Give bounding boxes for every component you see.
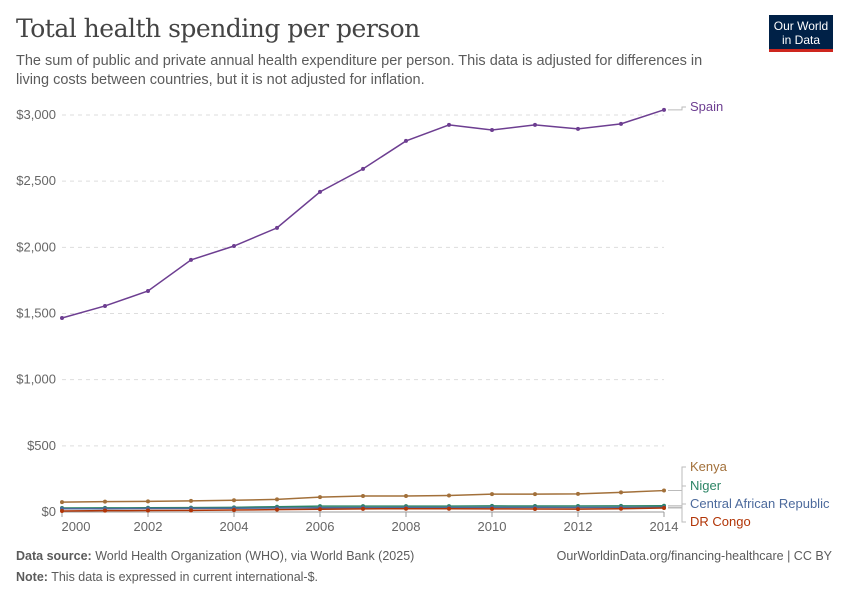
data-point <box>146 508 150 513</box>
data-point <box>619 506 623 511</box>
series-line-spain <box>61 109 665 319</box>
x-tick-label: 2012 <box>564 519 593 534</box>
chart-subtitle: The sum of public and private annual hea… <box>16 53 703 88</box>
data-point <box>490 492 494 497</box>
x-tick-label: 2002 <box>134 519 163 534</box>
data-source: Data source: World Health Organization (… <box>16 549 415 563</box>
series-label: Kenya <box>690 459 728 474</box>
series-label: Central African Republic <box>690 496 830 511</box>
data-point <box>275 507 279 512</box>
data-point <box>576 126 580 131</box>
data-point <box>619 121 623 126</box>
data-point <box>662 488 666 493</box>
data-point <box>318 189 322 194</box>
data-point <box>189 498 193 503</box>
data-point <box>189 257 193 262</box>
data-point <box>103 303 107 308</box>
data-point <box>60 508 64 513</box>
label-connector <box>668 507 686 523</box>
data-point <box>318 495 322 500</box>
series-label: Spain <box>690 99 723 114</box>
data-point <box>361 506 365 511</box>
y-tick-label: $1,500 <box>16 306 56 321</box>
x-tick-label: 2014 <box>650 519 679 534</box>
data-point <box>490 506 494 511</box>
label-connector <box>668 466 686 492</box>
data-point <box>60 315 64 320</box>
data-point <box>232 508 236 513</box>
x-tick-label: 2000 <box>62 519 91 534</box>
data-point <box>232 244 236 249</box>
y-tick-label: $0 <box>42 504 56 519</box>
x-tick-label: 2006 <box>306 519 335 534</box>
data-point <box>232 498 236 503</box>
data-point <box>146 289 150 294</box>
note: Note: This data is expressed in current … <box>16 570 319 584</box>
data-point <box>103 499 107 504</box>
data-point <box>404 506 408 511</box>
data-point <box>275 497 279 502</box>
data-point <box>146 499 150 504</box>
data-point <box>404 493 408 498</box>
y-tick-label: $1,000 <box>16 372 56 387</box>
series-label: Niger <box>690 478 722 493</box>
data-point <box>490 127 494 132</box>
data-point <box>189 508 193 513</box>
label-connector <box>668 485 686 507</box>
data-point <box>619 490 623 495</box>
source-link[interactable]: OurWorldinData.org/financing-healthcare … <box>556 549 832 563</box>
data-point <box>533 122 537 127</box>
data-point <box>447 122 451 127</box>
data-point <box>533 506 537 511</box>
data-point <box>447 493 451 498</box>
x-tick-label: 2010 <box>478 519 507 534</box>
label-connector <box>668 106 686 111</box>
data-point <box>361 493 365 498</box>
data-point <box>576 491 580 496</box>
data-point <box>576 507 580 512</box>
data-point <box>275 225 279 230</box>
label-connector <box>668 503 686 508</box>
x-tick-label: 2008 <box>392 519 421 534</box>
y-tick-label: $3,000 <box>16 107 56 122</box>
x-tick-label: 2004 <box>220 519 249 534</box>
data-point <box>533 492 537 497</box>
chart-title: Total health spending per person <box>16 14 420 43</box>
data-point <box>103 508 107 513</box>
y-tick-label: $2,500 <box>16 173 56 188</box>
data-point <box>662 107 666 112</box>
data-point <box>318 507 322 512</box>
owid-logo[interactable]: Our World in Data <box>769 15 833 52</box>
data-point <box>662 506 666 511</box>
line-chart: $0 $500 $1,000 $1,500 $2,000 $2,500 $3,000 2000… <box>16 99 830 534</box>
y-tick-label: $500 <box>27 438 56 453</box>
data-point <box>447 506 451 511</box>
data-point <box>60 500 64 505</box>
series-label: DR Congo <box>690 514 751 529</box>
y-tick-label: $2,000 <box>16 239 56 254</box>
data-point <box>404 138 408 143</box>
data-point <box>361 166 365 171</box>
